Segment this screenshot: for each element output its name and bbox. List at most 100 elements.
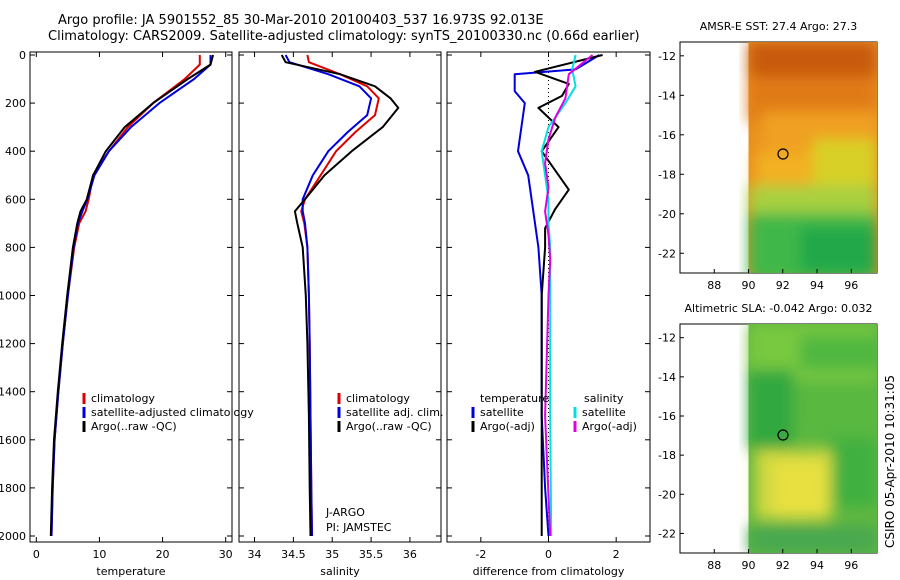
x-tick-label: 35.5	[359, 548, 384, 561]
map-title: AMSR-E SST: 27.4 Argo: 27.3	[700, 20, 858, 33]
map-patch	[754, 152, 820, 188]
map-patch	[774, 461, 826, 519]
map-field	[748, 42, 877, 273]
map-patch	[812, 139, 877, 186]
y-tick-label: 1400	[0, 386, 26, 399]
panel-frame	[29, 51, 233, 543]
series-line	[540, 54, 577, 537]
map-x-tick-label: 88	[707, 279, 721, 292]
series-line	[544, 54, 594, 537]
map-x-tick-label: 88	[707, 559, 721, 572]
y-tick-label: 1000	[0, 290, 26, 303]
legend-entry: Argo(..raw -QC)	[91, 420, 177, 433]
y-tick-label: 600	[5, 193, 26, 206]
x-tick-label: 0	[545, 548, 552, 561]
x-axis-label: temperature	[96, 565, 165, 578]
legend-entry: satellite adj. clim.	[346, 406, 443, 419]
panel-temperature: 0 10 20 30 temperature 0 200 400 600 800 1000 1200 1…	[0, 49, 233, 578]
series-group	[513, 54, 603, 537]
argo-position-marker	[777, 429, 789, 441]
legend-entry: Argo(-adj)	[480, 420, 535, 433]
map-patch	[748, 525, 877, 553]
x-tick-label: 34.5	[281, 548, 306, 561]
x-tick-label: 36	[403, 548, 417, 561]
series-line	[284, 54, 373, 537]
legend-entry: satellite	[480, 406, 524, 419]
x-tick-label: 2	[613, 548, 620, 561]
map-blobs	[748, 324, 877, 553]
panel-difference: -2 0 2 difference from climatology	[446, 51, 651, 578]
map-amsre_sst: AMSR-E SST: 27.4 Argo: 27.3 88 90 92 94 96 -12…	[658, 20, 878, 292]
x-axis-label: salinity	[320, 565, 360, 578]
map-x-tick-label: 92	[776, 559, 790, 572]
panel-salinity: 34 34.5 35 35.5 36 salinity	[238, 51, 442, 578]
y-tick-label: 1200	[0, 338, 26, 351]
figure-title-line-2: Climatology: CARS2009. Satellite-adjuste…	[48, 29, 640, 44]
map-y-tick-label: -18	[658, 168, 676, 181]
legend-entry: Argo(..raw -QC)	[346, 420, 432, 433]
map-patch	[799, 226, 877, 273]
legend-title: temperature	[480, 392, 549, 405]
map-x-tick-label: 96	[844, 559, 858, 572]
y-tick-label: 400	[5, 145, 26, 158]
legend-entry: satellite-adjusted climatology	[91, 406, 254, 419]
series-line	[49, 54, 215, 537]
map-y-tick-label: -18	[658, 449, 676, 462]
map-y-tick-label: -14	[658, 89, 676, 102]
map-y-tick-label: -16	[658, 410, 676, 423]
annotation-pi: PI: JAMSTEC	[326, 521, 392, 534]
argo-position-marker	[777, 148, 789, 160]
map-x-tick-label: 90	[742, 279, 756, 292]
series-line	[534, 54, 603, 536]
map-y-tick-label: -14	[658, 371, 676, 384]
legend-entry: satellite	[582, 406, 626, 419]
legend-entry: climatology	[346, 392, 410, 405]
map-y-tick-label: -20	[658, 208, 676, 221]
map-y-tick-label: -20	[658, 488, 676, 501]
legend-entry: climatology	[91, 392, 155, 405]
legend-title: salinity	[584, 392, 624, 405]
map-patch	[799, 335, 877, 370]
map-y-tick-label: -22	[658, 247, 676, 260]
series-line	[280, 54, 400, 537]
map-altimetric_sla: Altimetric SLA: -0.042 Argo: 0.032 88 90 92…	[658, 302, 878, 572]
x-tick-label: 30	[219, 548, 233, 561]
x-tick-label: 34	[248, 548, 262, 561]
map-blobs	[748, 42, 877, 273]
map-field	[748, 324, 877, 553]
x-tick-label: 20	[156, 548, 170, 561]
map-patch	[825, 438, 877, 508]
map-y-tick-label: -22	[658, 527, 676, 540]
series-group	[49, 54, 215, 537]
x-tick-label: 35	[325, 548, 339, 561]
map-x-tick-label: 94	[810, 279, 824, 292]
figure-title-line-1: Argo profile: JA 5901552_85 30-Mar-2010 …	[58, 13, 544, 28]
map-y-tick-label: -16	[658, 129, 676, 142]
annotation-float-id: J-ARGO	[325, 506, 365, 519]
y-tick-label: 1800	[0, 482, 26, 495]
map-x-tick-label: 94	[810, 559, 824, 572]
x-tick-label: 0	[33, 548, 40, 561]
y-tick-label: 200	[5, 97, 26, 110]
map-title: Altimetric SLA: -0.042 Argo: 0.032	[685, 302, 873, 315]
map-patch	[793, 381, 877, 439]
x-tick-label: 10	[92, 548, 106, 561]
legend-entry: Argo(-adj)	[582, 420, 637, 433]
panel-frame	[238, 51, 442, 543]
map-y-tick-label: -12	[658, 332, 676, 345]
y-tick-label: 800	[5, 241, 26, 254]
y-tick-label: 1600	[0, 434, 26, 447]
series-group	[280, 54, 400, 537]
map-patch	[748, 369, 794, 450]
x-axis-label: difference from climatology	[473, 565, 625, 578]
y-tick-label: 0	[19, 49, 26, 62]
map-x-tick-label: 90	[742, 559, 756, 572]
y-tick-label: 2000	[0, 530, 26, 543]
map-x-tick-label: 96	[844, 279, 858, 292]
map-y-tick-label: -12	[658, 50, 676, 63]
legend-difference: temperature salinitysatelliteArgo(-adj)sa…	[471, 392, 637, 433]
x-tick-label: -2	[475, 548, 486, 561]
